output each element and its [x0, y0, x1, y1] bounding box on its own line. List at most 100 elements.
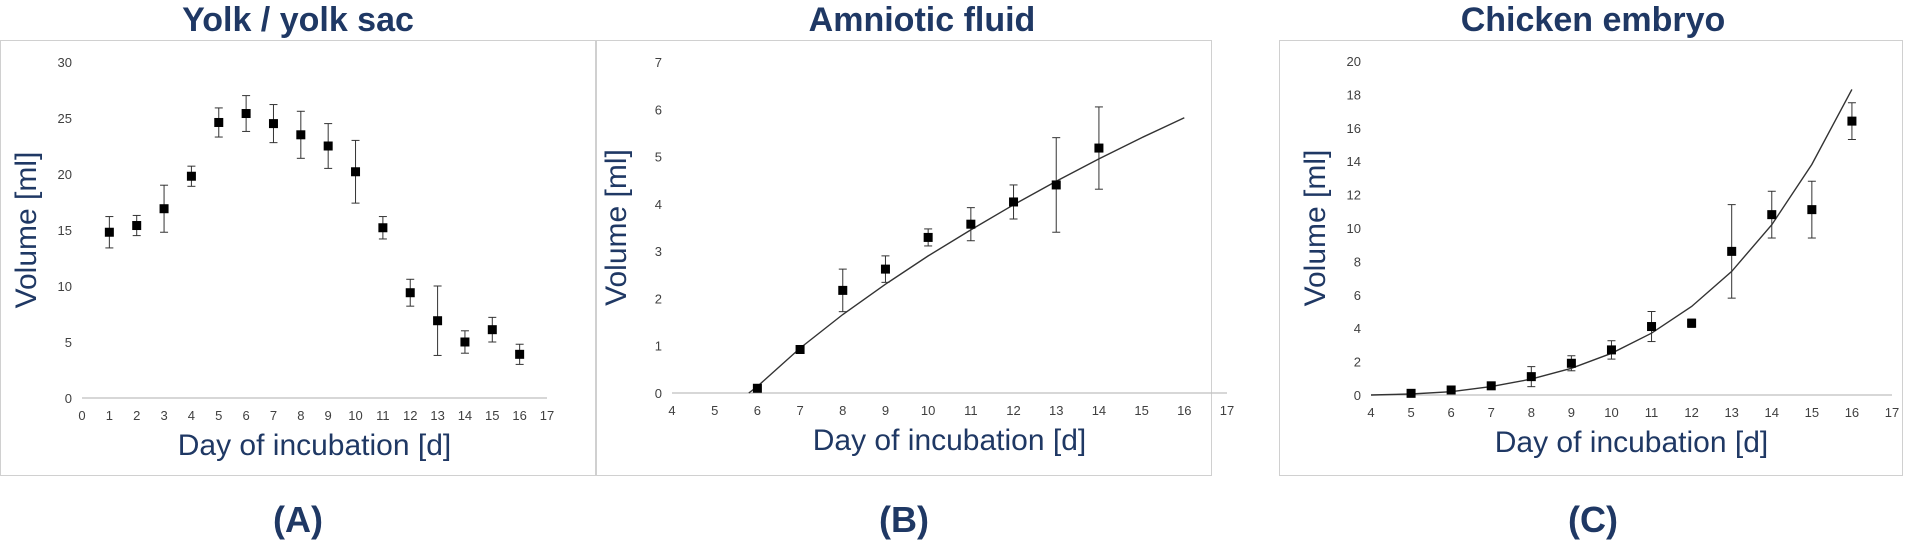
x-tick-label: 6 [243, 408, 250, 423]
x-tick-label: 13 [430, 408, 444, 423]
data-point-marker [268, 119, 278, 129]
y-tick-label: 4 [655, 197, 662, 212]
x-tick-label: 17 [540, 408, 554, 423]
y-tick-label: 16 [1347, 121, 1361, 136]
data-point-marker [378, 223, 388, 233]
x-tick-label: 12 [403, 408, 417, 423]
x-tick-label: 12 [1684, 405, 1698, 420]
x-tick-label: 14 [458, 408, 472, 423]
x-tick-label: 14 [1092, 403, 1106, 418]
panel-yolk: Yolk / yolk sac 0 5 10 15 20 25 30 0 1 2 3 4 5 6 7 8 9 10… [0, 0, 596, 553]
data-point-marker [515, 349, 525, 359]
trendline [748, 117, 1185, 394]
data-point-marker [132, 221, 142, 231]
y-tick-label: 1 [655, 339, 662, 354]
data-point-marker [1009, 197, 1019, 207]
data-point-marker [1767, 210, 1777, 220]
data-point-marker [838, 285, 848, 295]
x-tick-label: 0 [78, 408, 85, 423]
x-tick-label: 5 [215, 408, 222, 423]
data-point-marker [1606, 345, 1616, 355]
data-point-marker [159, 204, 169, 214]
x-tick-label: 9 [1568, 405, 1575, 420]
chart-frame [0, 40, 596, 476]
data-point-marker [487, 325, 497, 335]
data-point-marker [460, 337, 470, 347]
data-point-marker [1094, 143, 1104, 153]
x-tick-label: 1 [106, 408, 113, 423]
x-tick-label: 7 [796, 403, 803, 418]
data-point-marker [1406, 388, 1416, 398]
y-tick-label: 5 [655, 150, 662, 165]
data-point-marker [1807, 205, 1817, 215]
x-tick-label: 15 [1134, 403, 1148, 418]
x-tick-label: 4 [668, 403, 675, 418]
y-axis-label: Volume [ml] [1299, 150, 1332, 307]
chart-title: Chicken embryo [1460, 1, 1726, 39]
y-tick-label: 6 [1354, 288, 1361, 303]
y-tick-label: 4 [1354, 321, 1361, 336]
y-tick-label: 7 [655, 55, 662, 70]
y-tick-label: 6 [655, 102, 662, 117]
y-tick-label: 10 [58, 279, 72, 294]
x-tick-label: 8 [839, 403, 846, 418]
x-tick-label: 17 [1220, 403, 1234, 418]
x-tick-label: 2 [133, 408, 140, 423]
chart-title: Yolk / yolk sac [182, 1, 414, 39]
x-tick-label: 11 [1645, 405, 1659, 420]
data-point-marker [104, 227, 114, 237]
x-tick-label: 16 [1177, 403, 1191, 418]
x-tick-label: 9 [325, 408, 332, 423]
data-point-marker [214, 117, 224, 127]
panel-letter: (A) [273, 499, 323, 540]
y-tick-label: 3 [655, 244, 662, 259]
y-tick-label: 5 [65, 335, 72, 350]
y-tick-label: 2 [655, 291, 662, 306]
y-tick-label: 12 [1347, 188, 1361, 203]
x-axis-label: Day of incubation [d] [178, 429, 452, 462]
y-tick-label: 14 [1347, 154, 1361, 169]
data-point-marker [752, 383, 762, 393]
data-point-marker [351, 167, 361, 177]
panel-amniotic: Amniotic fluid 0 1 2 3 4 5 6 7 4 5 6 7 8 9 10 11 12 13 14 1… [596, 0, 1248, 553]
y-tick-label: 8 [1354, 254, 1361, 269]
data-point-marker [1687, 318, 1697, 328]
x-tick-label: 10 [1604, 405, 1618, 420]
x-tick-label: 5 [1407, 405, 1414, 420]
x-tick-label: 16 [512, 408, 526, 423]
panel-letter: (B) [879, 499, 929, 540]
x-tick-label: 10 [348, 408, 362, 423]
x-tick-label: 3 [160, 408, 167, 423]
data-point-marker [241, 109, 251, 119]
x-tick-label: 4 [188, 408, 195, 423]
data-point-marker [296, 130, 306, 140]
data-point-marker [1727, 246, 1737, 256]
y-tick-label: 20 [1347, 54, 1361, 69]
y-axis-label: Volume [ml] [10, 152, 43, 309]
x-tick-label: 14 [1765, 405, 1779, 420]
data-point-marker [1486, 381, 1496, 391]
data-point-marker [795, 344, 805, 354]
y-tick-label: 18 [1347, 87, 1361, 102]
y-tick-label: 25 [58, 111, 72, 126]
x-tick-label: 9 [882, 403, 889, 418]
data-point-marker [433, 316, 443, 326]
x-tick-label: 8 [297, 408, 304, 423]
x-axis-label: Day of incubation [d] [1495, 426, 1769, 459]
data-point-marker [1647, 322, 1657, 332]
x-tick-label: 17 [1885, 405, 1899, 420]
x-tick-label: 15 [485, 408, 499, 423]
x-tick-label: 6 [754, 403, 761, 418]
x-tick-label: 8 [1528, 405, 1535, 420]
data-point-marker [1051, 180, 1061, 190]
data-point-marker [1446, 385, 1456, 395]
x-tick-label: 12 [1006, 403, 1020, 418]
chart-frame [1279, 40, 1903, 476]
y-tick-label: 20 [58, 167, 72, 182]
data-point-marker [1526, 372, 1536, 382]
data-point-marker [966, 219, 976, 229]
y-tick-label: 0 [655, 386, 662, 401]
x-tick-label: 11 [376, 408, 390, 423]
